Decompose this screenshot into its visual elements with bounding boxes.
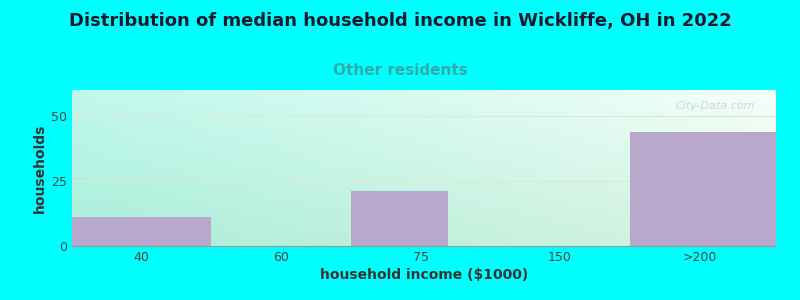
Bar (630, 132, 776, 246)
Bar (72, 218, 211, 246)
Y-axis label: households: households (33, 123, 47, 213)
Text: City-Data.com: City-Data.com (675, 101, 755, 111)
X-axis label: household income ($1000): household income ($1000) (320, 268, 528, 282)
Bar (351, 191, 448, 246)
Text: Distribution of median household income in Wickliffe, OH in 2022: Distribution of median household income … (69, 12, 731, 30)
Text: Other residents: Other residents (333, 63, 467, 78)
